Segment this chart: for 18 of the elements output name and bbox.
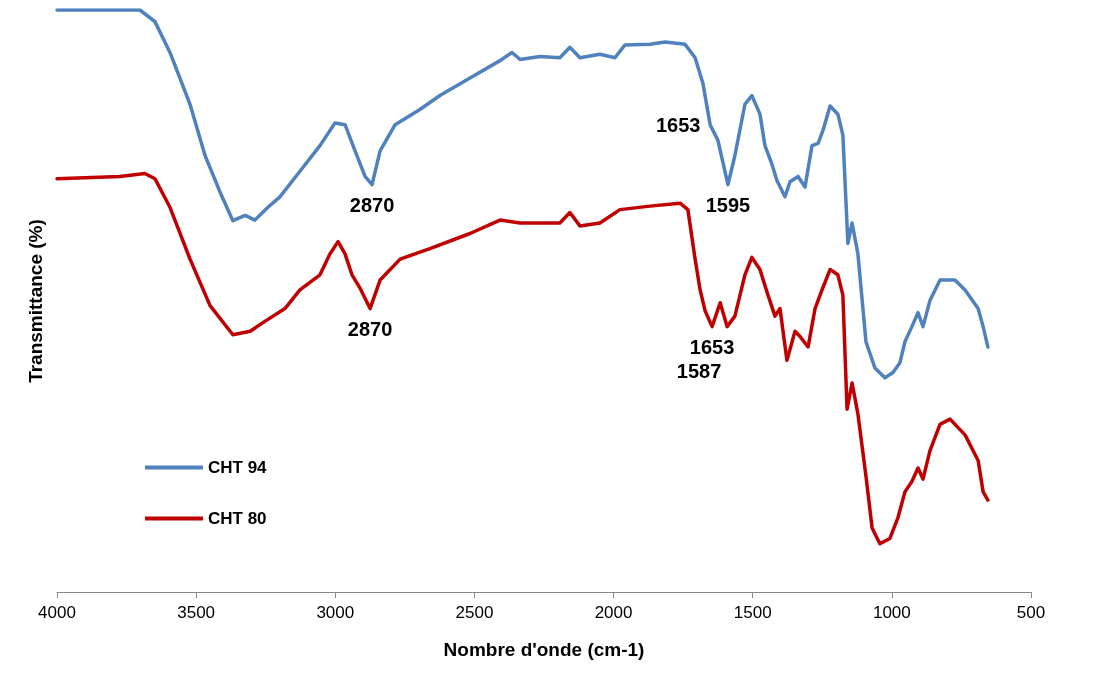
legend-label: CHT 80 bbox=[208, 509, 267, 528]
x-axis-title: Nombre d'onde (cm-1) bbox=[443, 639, 645, 660]
legend-label: CHT 94 bbox=[208, 458, 268, 477]
x-tick-label: 3500 bbox=[177, 603, 216, 622]
annotation: 2870 bbox=[349, 193, 395, 216]
annotation: 1653 bbox=[655, 113, 701, 136]
annotation: 1587 bbox=[676, 359, 722, 382]
x-tick-label: 3000 bbox=[316, 603, 355, 622]
x-tick-label: 1500 bbox=[733, 603, 772, 622]
x-tick-label: 1000 bbox=[872, 603, 911, 622]
annotation: 1653 bbox=[689, 335, 735, 358]
annotation: 2870 bbox=[347, 317, 393, 340]
annotation: 1595 bbox=[705, 193, 751, 216]
y-axis-title: Transmittance (%) bbox=[25, 219, 46, 383]
x-tick-label: 2500 bbox=[455, 603, 494, 622]
x-tick-label: 500 bbox=[1016, 603, 1046, 622]
x-tick-label: 2000 bbox=[594, 603, 633, 622]
x-tick-label: 4000 bbox=[38, 603, 76, 622]
